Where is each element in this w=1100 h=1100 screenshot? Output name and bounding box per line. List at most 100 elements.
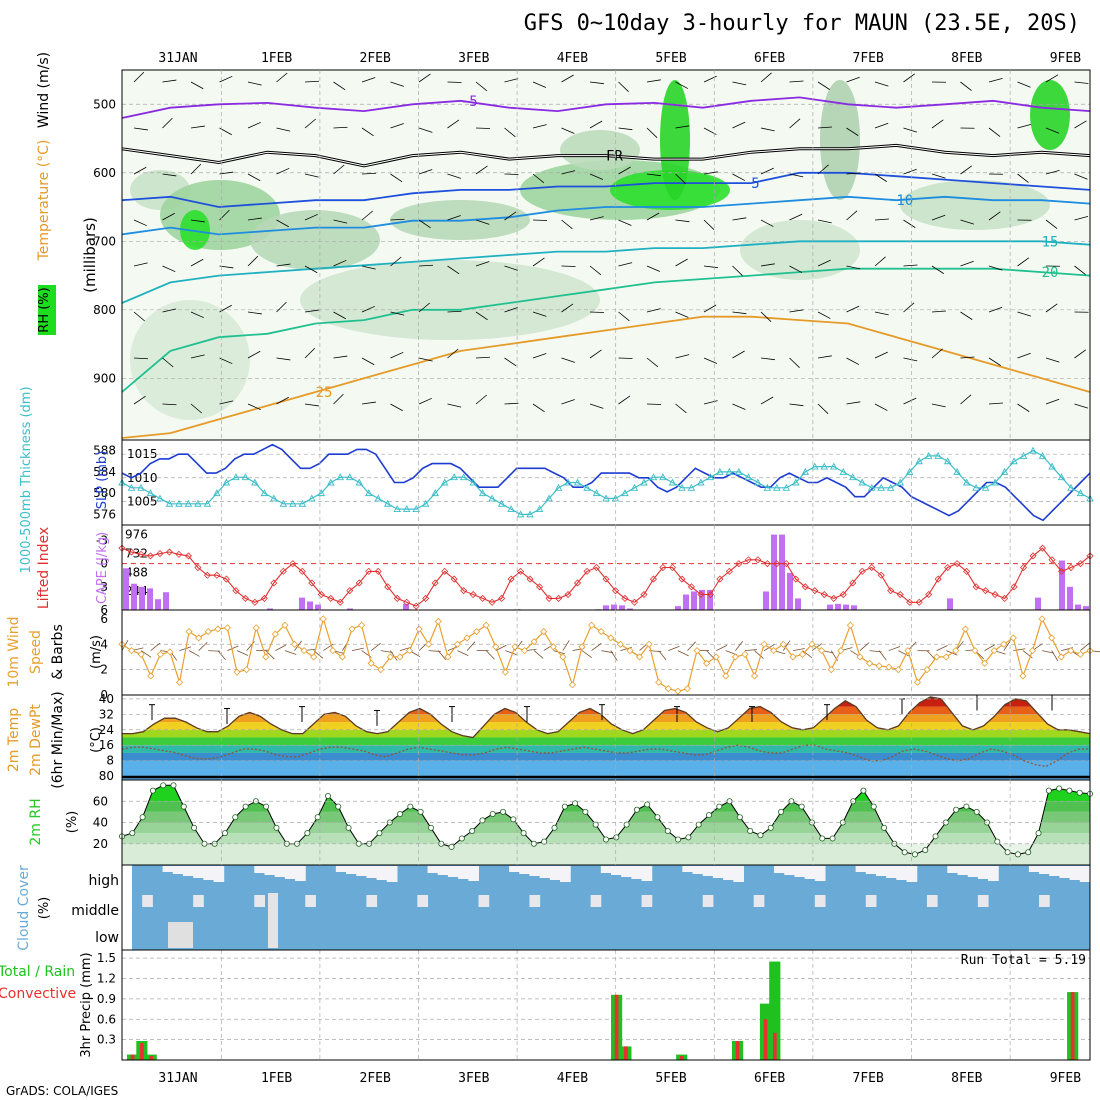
wind-barb — [601, 650, 614, 654]
thickness-point — [792, 478, 800, 486]
wind-barb — [846, 305, 860, 313]
cloud-gap — [814, 895, 826, 907]
wind-barb — [646, 79, 661, 83]
wind-barb — [162, 308, 177, 313]
thickness-point — [156, 494, 164, 502]
wind-barb — [931, 119, 944, 129]
thickness-point — [1038, 451, 1047, 459]
wind-barb — [988, 127, 1001, 137]
cloud-gap — [417, 895, 429, 907]
rh-point — [654, 814, 661, 821]
rh-point — [1014, 851, 1021, 858]
temp-tick: 24 — [99, 723, 114, 737]
li-point — [706, 590, 714, 599]
thickness-point — [440, 478, 449, 486]
li-point — [963, 567, 971, 575]
wind-barb — [931, 214, 946, 221]
wind-point — [865, 659, 874, 667]
wind-barb — [903, 219, 916, 228]
cape-bar — [827, 604, 833, 610]
thickness-point — [943, 457, 952, 465]
wind-barb — [361, 77, 376, 83]
rh-point — [304, 830, 311, 837]
cloud-gap — [335, 866, 347, 872]
rh-point — [314, 814, 321, 821]
cloud-gap — [590, 895, 602, 907]
contour-label: FR — [606, 149, 623, 165]
wind-barb — [1074, 349, 1087, 359]
cloud-gap — [458, 866, 469, 879]
wind-barb — [936, 645, 948, 651]
wind-point — [147, 672, 155, 680]
rh-point — [232, 814, 239, 821]
wind-barb — [217, 650, 226, 661]
wind-barb — [162, 357, 174, 368]
wind-point — [482, 621, 490, 629]
wind-point — [262, 653, 270, 661]
li-point — [336, 598, 344, 606]
wind-point — [425, 640, 433, 648]
cape-bar — [155, 599, 161, 610]
day-gridlines — [220, 525, 1011, 610]
thickness-point — [165, 499, 174, 507]
precip-convective-bar — [735, 1040, 740, 1060]
li-point — [365, 567, 373, 575]
wind-barb — [275, 644, 287, 651]
date-label-bottom: 8FEB — [951, 1071, 982, 1086]
wind-barb — [390, 81, 404, 87]
cloud-gap — [172, 866, 184, 874]
precip-tick: 0.6 — [97, 1012, 116, 1026]
wind-barb — [247, 311, 262, 315]
wind-barb — [188, 650, 200, 657]
cloud-gap — [865, 895, 877, 907]
wind-barb — [817, 355, 832, 359]
thickness-point — [184, 499, 193, 507]
wind-point — [971, 647, 979, 655]
temperature-band — [122, 722, 1090, 730]
thickness-point — [934, 451, 942, 459]
freezing-line-inner — [121, 144, 1091, 167]
wind-barb — [903, 264, 918, 267]
thickness-point — [327, 478, 335, 486]
thickness-point — [659, 473, 667, 481]
wind-point — [722, 672, 730, 680]
thickness-point — [924, 451, 933, 459]
rh-point — [129, 830, 136, 837]
wind-barb — [744, 649, 757, 651]
wind-point — [348, 625, 356, 633]
thickness-point — [697, 478, 705, 486]
wind-point — [492, 643, 500, 651]
thickness-point — [668, 478, 677, 486]
wind-barb — [988, 306, 1003, 313]
wind-barb — [133, 357, 149, 360]
thickness-point — [621, 489, 629, 497]
wind-barb — [732, 350, 745, 359]
contour-label: 20 — [1042, 265, 1059, 281]
date-label-bottom: 2FEB — [360, 1071, 391, 1086]
rh-point — [242, 803, 249, 810]
cloud-gap — [794, 866, 806, 877]
cape-bar — [795, 598, 801, 610]
cape-bar — [611, 604, 617, 610]
thickness-point — [374, 494, 382, 502]
temperature-band — [122, 706, 1090, 715]
rh-point — [705, 812, 712, 819]
cloud-gap — [855, 866, 867, 872]
wind-barb — [732, 403, 746, 410]
cloud-gap — [926, 895, 938, 907]
wind-barb — [931, 348, 943, 359]
wind-barb — [618, 219, 632, 226]
precip-tick: 0.3 — [97, 1033, 116, 1047]
wind-point — [626, 647, 634, 655]
li-point — [573, 579, 582, 587]
thickness-point — [516, 510, 525, 518]
thickness-point — [526, 510, 534, 518]
wind-point — [175, 678, 184, 686]
wind-barb — [658, 650, 667, 661]
rh-band — [122, 785, 1090, 802]
li-tick: 3 — [100, 580, 108, 594]
cloud-gap — [468, 866, 480, 881]
wind-barb — [960, 356, 975, 359]
wind-point — [990, 647, 998, 655]
rh-tick: 20 — [93, 837, 108, 851]
